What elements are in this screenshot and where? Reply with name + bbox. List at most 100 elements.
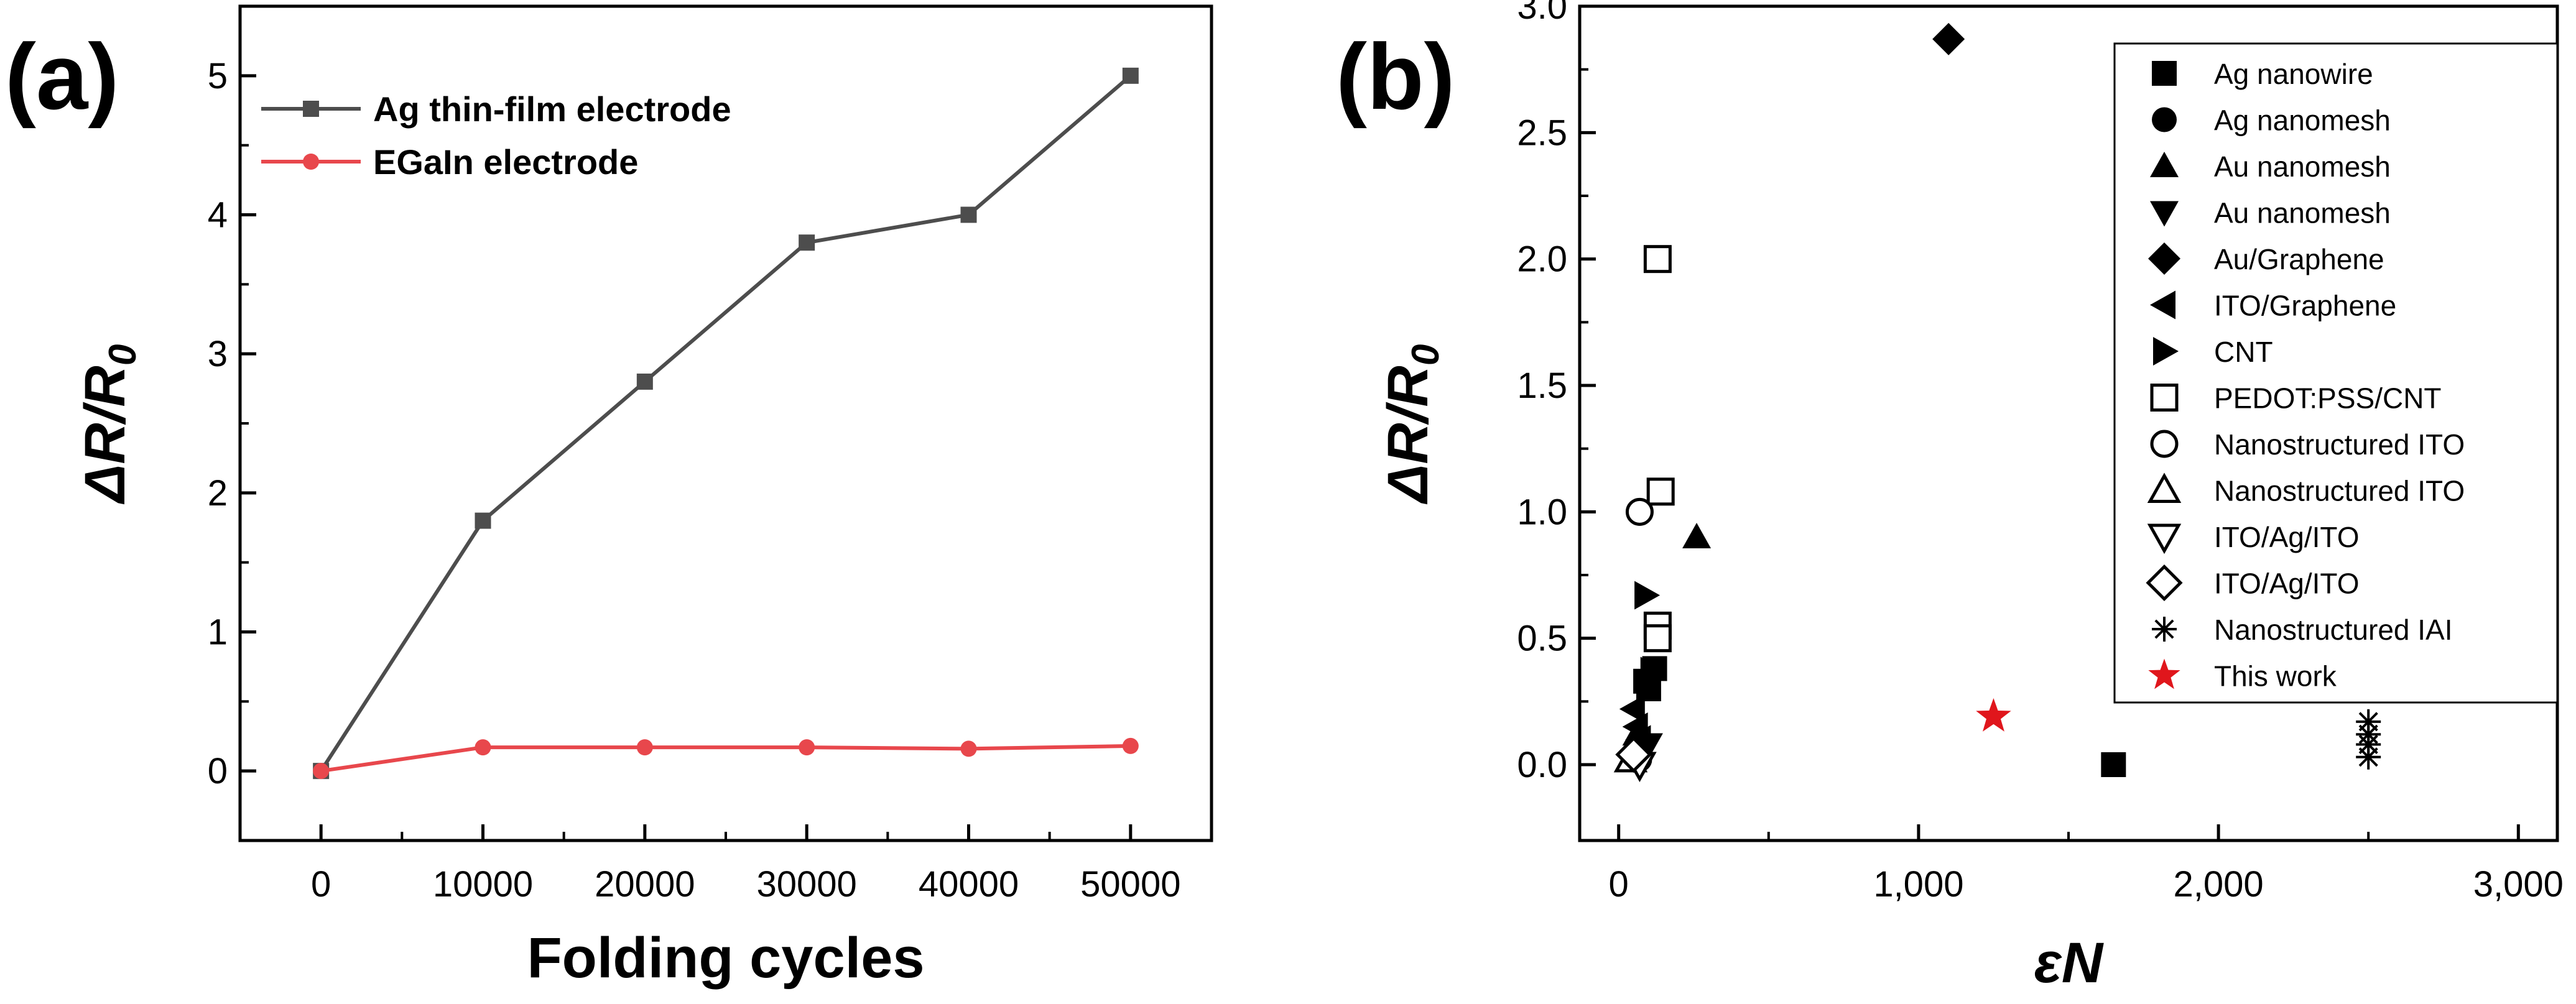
panel-a-x-tick-label: 0	[311, 864, 331, 905]
panel-a-data-point-1	[960, 206, 977, 223]
panel-a-ylabel-delta: Δ	[73, 464, 137, 505]
panel-b-legend-marker-6	[2150, 290, 2175, 320]
panel-b-legend-marker-1	[2152, 61, 2177, 86]
panel-b-label: (b)	[1336, 24, 1455, 129]
panel-b-data-point-1	[2101, 752, 2126, 777]
panel-b-x-tick-label: 0	[1609, 864, 1629, 905]
panel-a-data-point-2	[636, 739, 653, 756]
panel-a-y-tick-label: 5	[208, 56, 228, 96]
panel-b-legend-marker-8	[2150, 384, 2179, 412]
panel-b-legend-marker-5	[2148, 242, 2180, 275]
panel-b-legend-label-2: Ag nanomesh	[2214, 104, 2391, 137]
panel-a-x-tick-label: 40000	[919, 864, 1019, 905]
panel-b-y-tick-label: 2.0	[1517, 239, 1567, 280]
panel-b-ylabel-r0: R	[1376, 366, 1440, 407]
panel-a-x-axis-label: Folding cycles	[527, 926, 924, 990]
panel-b-data-point-12	[1615, 736, 1652, 773]
panel-b-y-axis-label: ΔR/R0	[1376, 344, 1447, 505]
panel-a-data-point-2	[1122, 737, 1139, 754]
panel-a-legend-label-1: Ag thin-film electrode	[373, 90, 731, 129]
panel-b-data-point-8	[1643, 624, 1672, 653]
panel-a-x-tick-label: 50000	[1080, 864, 1180, 905]
panel-a-y-tick-label: 4	[208, 195, 228, 236]
panel-b-ylabel-subscript: 0	[1404, 344, 1447, 366]
panel-b-legend-marker-12	[2146, 564, 2183, 602]
panel-b-legend-label-7: CNT	[2214, 336, 2273, 368]
panel-b-legend-label-11: ITO/Ag/ITO	[2214, 521, 2359, 553]
panel-a-data-point-2	[960, 740, 977, 757]
panel-a-x-tick-label: 30000	[757, 864, 857, 905]
panel-b-data-point-7	[1640, 656, 1666, 686]
panel-b-data-point-13	[2356, 732, 2381, 757]
panel-a-data-point-2	[799, 739, 815, 756]
panel-b-legend-label-13: Nanostructured IAI	[2214, 614, 2453, 646]
panel-b-x-tick-label: 2,000	[2174, 864, 2264, 905]
panel-b-y-tick-label: 0.5	[1517, 619, 1567, 659]
panel-b-ylabel-delta: Δ	[1376, 464, 1440, 505]
panel-b-legend-marker-11	[2147, 523, 2182, 555]
panel-b-y-tick-label: 1.5	[1517, 366, 1567, 406]
panel-a-data-point-1	[636, 373, 653, 390]
panel-a-data-point-1	[1122, 67, 1139, 84]
panel-b-legend-label-6: ITO/Graphene	[2214, 290, 2396, 322]
panel-a-x-tick-label: 10000	[433, 864, 533, 905]
panel-b-data-point-5	[1932, 22, 1965, 55]
panel-b-series	[1613, 22, 2381, 783]
panel-a-data-point-2	[313, 763, 330, 780]
panel-a-chart: (a) 0 10000 20000 30000 40000 50000 0 1 2 3 4 5 Ag …	[5, 4, 1213, 990]
panel-b-legend-marker-4	[2150, 201, 2179, 227]
panel-b-data-point-14	[1976, 698, 2011, 732]
panel-a-series-line-2	[320, 744, 1131, 773]
panel-a-series	[313, 67, 1139, 780]
panel-b-data-point-8	[1643, 245, 1672, 274]
panel-a-data-point-2	[475, 739, 491, 756]
panel-b-data-point-6	[1619, 694, 1645, 724]
panel-b-data-point-6	[1625, 725, 1651, 754]
panel-b-legend-marker-14	[2148, 658, 2180, 689]
panel-a-y-tick-label: 3	[208, 334, 228, 374]
panel-b-legend-label-14: This work	[2214, 660, 2337, 693]
panel-b-y-tick-label: 1.0	[1517, 492, 1567, 532]
panel-a-y-tick-label: 0	[208, 751, 228, 791]
panel-b-x-tick-label: 1,000	[1873, 864, 1963, 905]
panel-b-legend-label-9: Nanostructured ITO	[2214, 428, 2465, 461]
panel-a-ylabel-r: R	[73, 423, 137, 464]
panel-a-label: (a)	[5, 24, 119, 129]
panel-b-legend-marker-2	[2152, 107, 2177, 132]
panel-b-data-point-13	[2356, 744, 2381, 770]
panel-a-data-point-1	[799, 234, 815, 251]
panel-b-ticks: 0 1,000 2,000 3,000 0.0 0.5 1.0 1.5 2.0 2.5 3.0	[1517, 0, 2564, 905]
panel-b-y-tick-label: 2.5	[1517, 113, 1567, 153]
panel-b-legend-marker-7	[2153, 337, 2179, 366]
panel-b-legend-label-8: PEDOT:PSS/CNT	[2214, 382, 2442, 415]
panel-b-y-tick-label: 0.0	[1517, 745, 1567, 785]
panel-a-legend-marker-1	[303, 101, 319, 117]
panel-b-x-tick-label: 3,000	[2473, 864, 2564, 905]
panel-a-legend-marker-2	[303, 154, 319, 170]
panel-b-legend-label-10: Nanostructured ITO	[2214, 475, 2465, 507]
panel-b-legend-box	[2113, 42, 2559, 704]
panel-a-legend: Ag thin-film electrode EGaIn electrode	[261, 90, 731, 182]
panel-b-chart: (b) 0 1,000 2,000 3,000 0.0 0.5 1.0 1.5 2.0 2.5 3.…	[1336, 0, 2564, 995]
panel-b-legend-label-3: Au nanomesh	[2214, 150, 2391, 183]
panel-b-y-tick-label: 3.0	[1517, 0, 1567, 27]
panel-b-legend-marker-10	[2147, 472, 2182, 503]
panel-b-legend-marker-9	[2150, 430, 2179, 458]
panel-a-series-line-1	[319, 74, 1132, 772]
panel-b-legend-label-1: Ag nanowire	[2214, 58, 2373, 90]
panel-b-legend-marker-3	[2150, 152, 2179, 177]
panel-a-data-point-1	[475, 512, 491, 529]
panel-b-legend-label-4: Au nanomesh	[2214, 197, 2391, 229]
panel-b-data-point-7	[1634, 581, 1661, 610]
panel-b-data-point-8	[1646, 477, 1675, 506]
panel-a-ticks: 0 10000 20000 30000 40000 50000 0 1 2 3 4 5	[208, 56, 1181, 905]
panel-a-x-tick-label: 20000	[595, 864, 695, 905]
panel-b-legend-label-12: ITO/Ag/ITO	[2214, 568, 2359, 600]
panel-a-y-tick-label: 1	[208, 612, 228, 653]
panel-b-ylabel-r: R	[1376, 423, 1440, 464]
panel-b-legend-label-5: Au/Graphene	[2214, 243, 2384, 275]
panel-a-y-tick-label: 2	[208, 473, 228, 514]
panel-a-ylabel-subscript: 0	[101, 344, 144, 366]
panel-a-y-axis-label: ΔR/R0	[73, 344, 144, 505]
